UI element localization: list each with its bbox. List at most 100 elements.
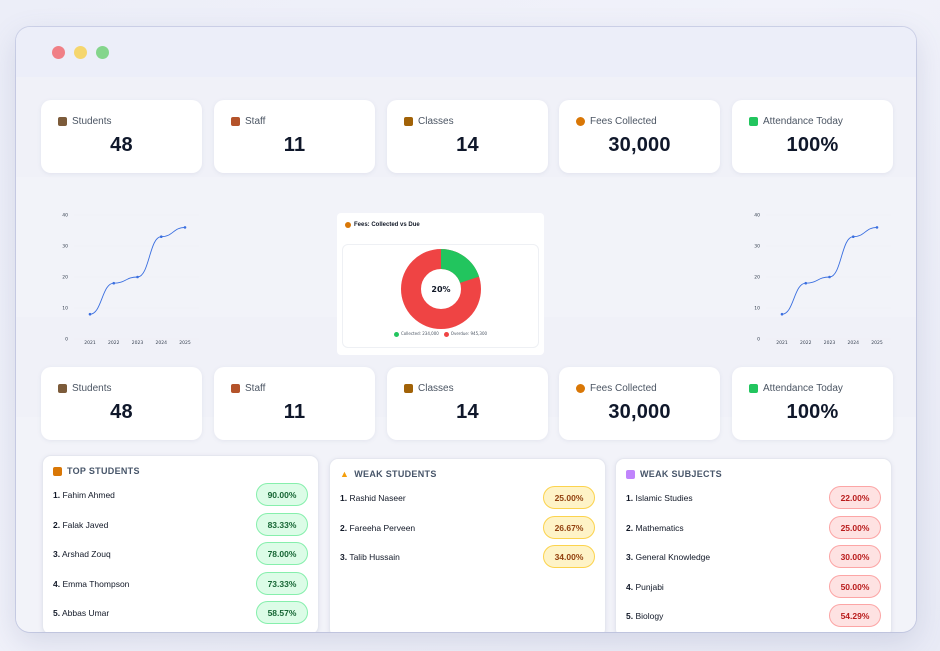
weak-students-panel: ▲ WEAK STUDENTS 1. Rashid Naseer 25.00% 2.… [329, 458, 606, 632]
list-item[interactable]: 3. Talib Hussain 34.00% [340, 545, 595, 569]
stat-label: Staff [245, 383, 266, 394]
list-item[interactable]: 5. Biology 54.29% [626, 604, 881, 628]
x-tick-label: 2023 [824, 340, 836, 346]
stat-card-staff-2[interactable]: Staff 11 [214, 367, 375, 440]
row-rank: 5. [53, 608, 61, 618]
list-item[interactable]: 2. Fareeha Perveen 26.67% [340, 516, 595, 540]
check-box-icon [749, 384, 758, 393]
stat-card-staff[interactable]: Staff 11 [214, 100, 375, 173]
stat-value: 11 [283, 401, 306, 423]
score-badge: 25.00% [543, 486, 595, 509]
y-tick-label: 20 [754, 275, 760, 281]
minimize-window-button[interactable] [74, 46, 87, 59]
stat-card-fees-2[interactable]: Fees Collected 30,000 [559, 367, 720, 440]
list-item[interactable]: 3. General Knowledge 30.00% [626, 545, 881, 569]
stat-value: 14 [456, 401, 479, 423]
donut-collected-slice [440, 249, 480, 284]
panel-title-row: TOP STUDENTS [53, 466, 140, 476]
y-tick-label: 30 [62, 244, 68, 250]
data-point [804, 281, 808, 285]
row-name: 2. Falak Javed [53, 520, 108, 530]
student-name: Abbas Umar [62, 608, 110, 618]
panel-title: TOP STUDENTS [67, 466, 140, 476]
stat-value: 30,000 [608, 134, 671, 156]
stat-label: Students [72, 383, 112, 394]
stat-card-students-2[interactable]: Students 48 [41, 367, 202, 440]
list-item[interactable]: 3. Arshad Zouq 78.00% [53, 542, 308, 566]
stat-card-fees[interactable]: Fees Collected 30,000 [559, 100, 720, 173]
y-tick-label: 20 [62, 275, 68, 281]
close-window-button[interactable] [52, 46, 65, 59]
row-rank: 3. [626, 552, 634, 562]
list-item[interactable]: 4. Emma Thompson 73.33% [53, 572, 308, 596]
data-point [875, 226, 879, 229]
stat-card-classes[interactable]: Classes 14 [387, 100, 548, 173]
list-item[interactable]: 1. Islamic Studies 22.00% [626, 486, 881, 510]
stat-value: 100% [786, 134, 839, 156]
row-rank: 2. [626, 523, 634, 533]
subject-name: General Knowledge [635, 552, 711, 562]
stat-card-attendance-2[interactable]: Attendance Today 100% [732, 367, 893, 440]
row-name: 5. Abbas Umar [53, 608, 109, 618]
school-icon [404, 117, 413, 126]
y-tick-label: 0 [65, 337, 68, 343]
legend-overdue[interactable]: Overdue: 945,300 [443, 331, 487, 337]
row-name: 1. Islamic Studies [626, 493, 693, 503]
y-tick-label: 40 [754, 213, 760, 219]
subject-name: Biology [635, 611, 664, 621]
student-name: Emma Thompson [62, 579, 130, 589]
stat-card-students[interactable]: Students 48 [41, 100, 202, 173]
y-tick-label: 0 [757, 337, 760, 343]
stat-label-row: Staff [231, 383, 265, 394]
row-rank: 1. [626, 493, 634, 503]
list-item[interactable]: 2. Falak Javed 83.33% [53, 513, 308, 537]
legend-label: Collected: 234,000 [400, 331, 439, 336]
stat-label: Attendance Today [763, 116, 843, 127]
weak-subjects-panel: WEAK SUBJECTS 1. Islamic Studies 22.00% 2… [615, 458, 892, 632]
row-name: 4. Punjabi [626, 582, 664, 592]
list-item[interactable]: 2. Mathematics 25.00% [626, 516, 881, 540]
stat-value: 48 [110, 401, 133, 423]
title-bar [16, 27, 916, 77]
stat-card-classes-2[interactable]: Classes 14 [387, 367, 548, 440]
student-icon [58, 117, 67, 126]
row-rank: 4. [53, 579, 61, 589]
data-point [112, 281, 116, 285]
y-tick-label: 10 [754, 306, 760, 312]
staff-icon [231, 384, 240, 393]
dashboard-content: Students 48 Staff 11 Classes 14 Fees Col… [16, 77, 916, 632]
stat-label-row: Fees Collected [576, 383, 657, 394]
score-badge: 83.33% [256, 513, 308, 536]
stat-card-attendance[interactable]: Attendance Today 100% [732, 100, 893, 173]
line-chart-right: 0 10 20 30 40 2021 2022 2023 2024 2025 [754, 213, 891, 346]
legend-collected[interactable]: Collected: 234,000 [393, 331, 439, 337]
row-name: 1. Rashid Naseer [340, 493, 406, 503]
panel-title: WEAK SUBJECTS [640, 469, 722, 479]
stat-label-row: Fees Collected [576, 116, 657, 127]
score-badge: 73.33% [256, 572, 308, 595]
money-bag-icon [576, 117, 585, 126]
row-rank: 5. [626, 611, 634, 621]
stat-label: Students [72, 116, 112, 127]
subject-name: Mathematics [635, 523, 684, 533]
list-item[interactable]: 1. Fahim Ahmed 90.00% [53, 483, 308, 507]
data-point [851, 235, 855, 238]
list-item[interactable]: 1. Rashid Naseer 25.00% [340, 486, 595, 510]
row-name: 2. Fareeha Perveen [340, 523, 415, 533]
stat-value: 100% [786, 401, 839, 423]
score-badge: 78.00% [256, 542, 308, 565]
x-tick-label: 2022 [108, 340, 120, 346]
panel-title-row: WEAK SUBJECTS [626, 469, 722, 479]
donut-container: 20% Collected: 234,000 Overdue: 945,300 [342, 244, 539, 348]
row-rank: 4. [626, 582, 634, 592]
donut-title-row: Fees: Collected vs Due [345, 222, 420, 228]
subject-name: Islamic Studies [635, 493, 693, 503]
x-tick-label: 2021 [84, 340, 96, 346]
list-item[interactable]: 4. Punjabi 50.00% [626, 575, 881, 599]
maximize-window-button[interactable] [96, 46, 109, 59]
data-point [88, 312, 92, 316]
panel-title: WEAK STUDENTS [354, 469, 437, 479]
list-item[interactable]: 5. Abbas Umar 58.57% [53, 601, 308, 625]
row-name: 3. Arshad Zouq [53, 549, 111, 559]
stat-label: Classes [418, 383, 454, 394]
